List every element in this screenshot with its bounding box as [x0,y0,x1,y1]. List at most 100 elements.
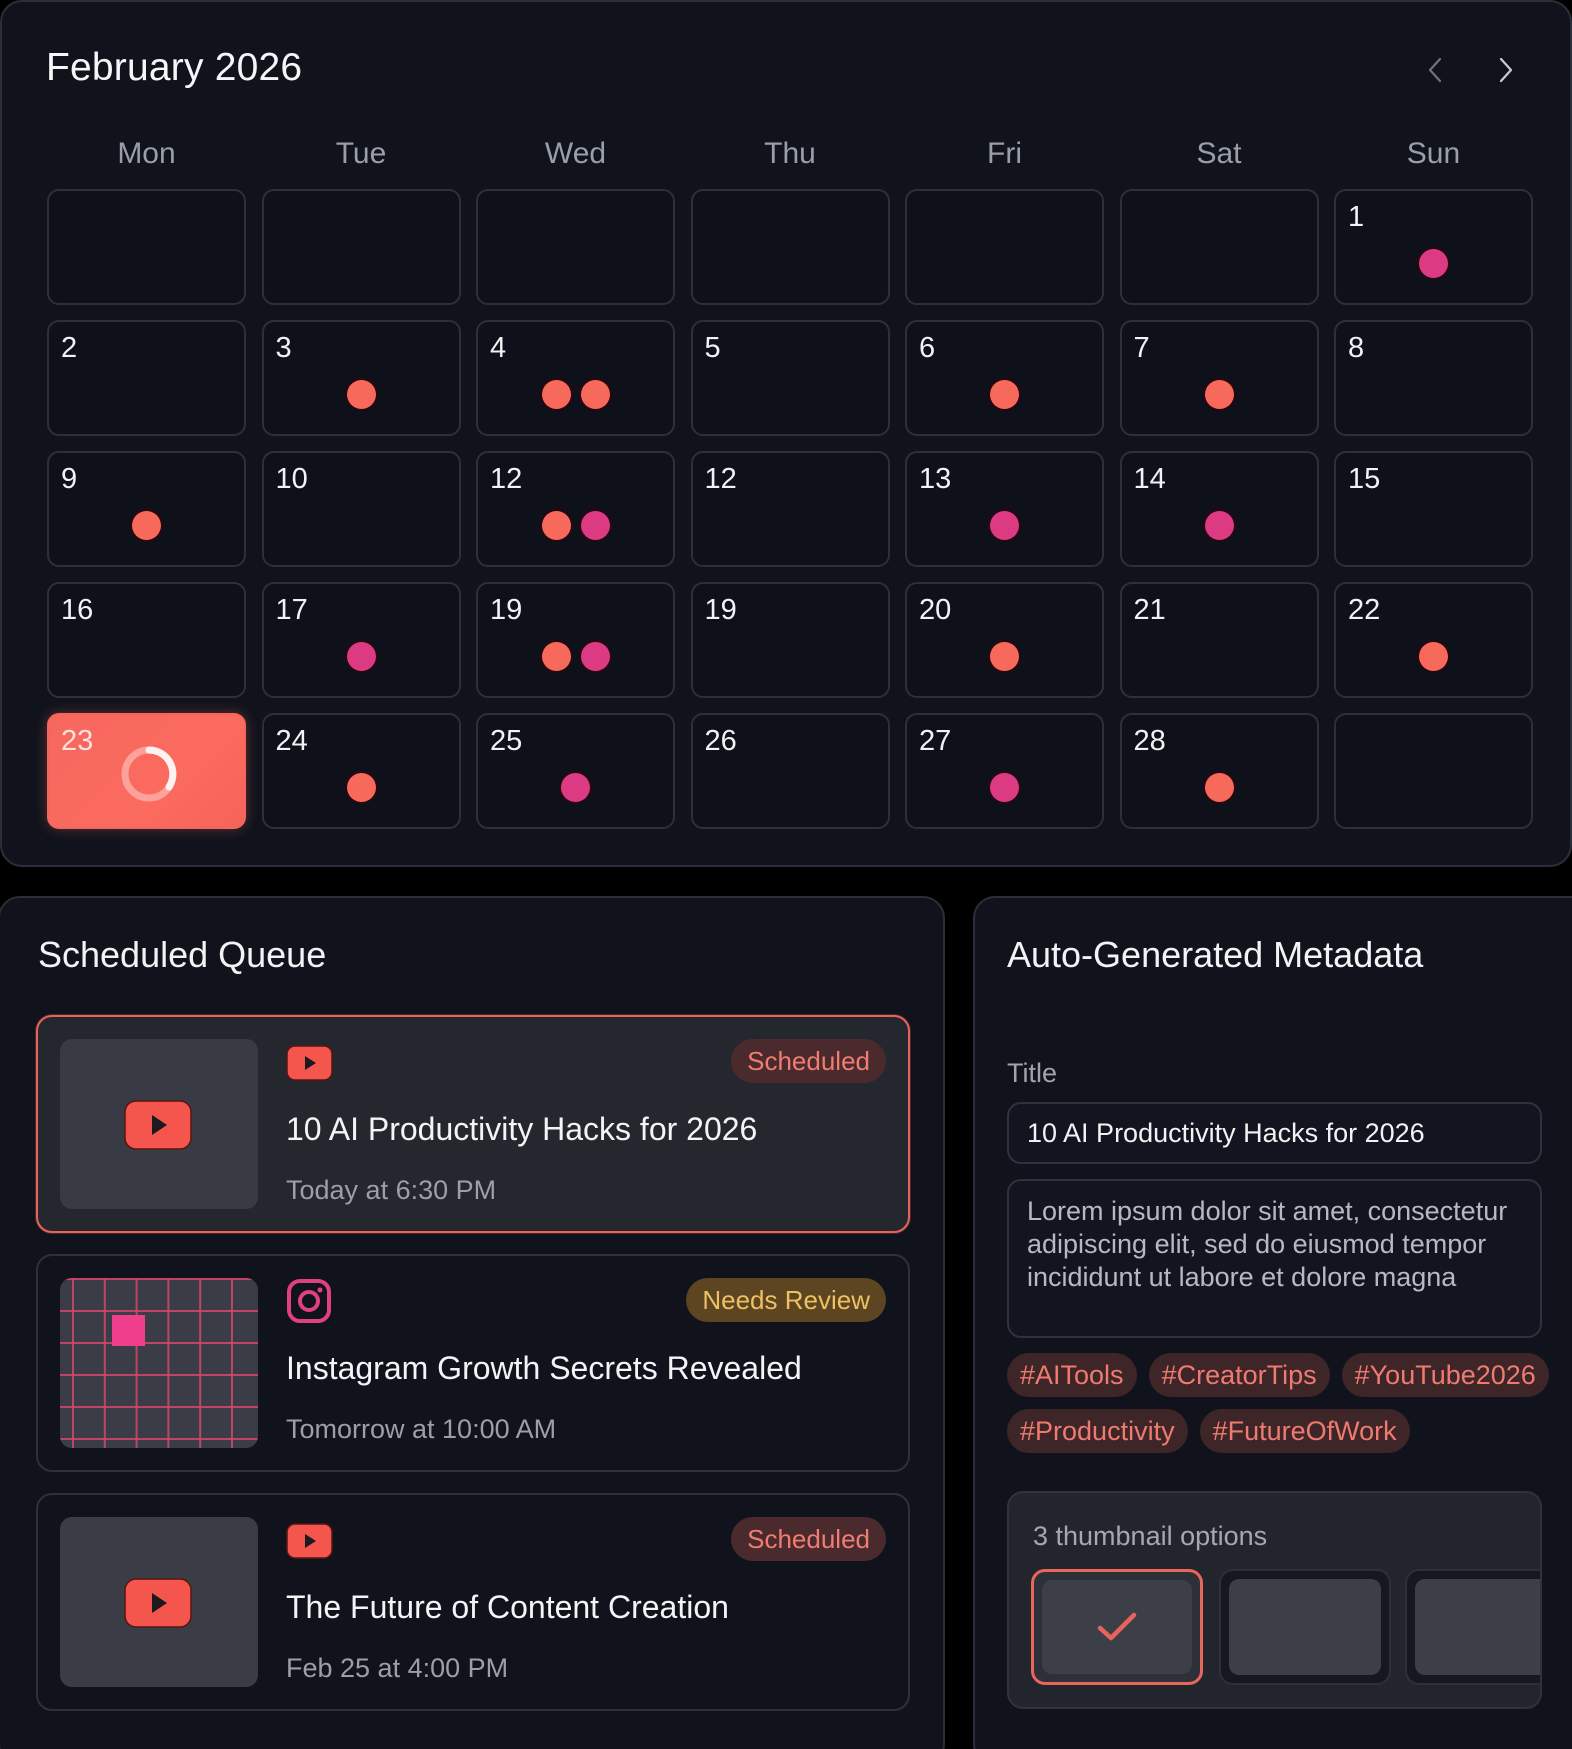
hashtag-chip[interactable]: #YouTube2026 [1341,1353,1549,1397]
event-dot-instagram [1419,249,1448,278]
calendar-day[interactable]: 2 [47,320,246,436]
calendar-day[interactable]: 24 [261,713,461,829]
event-indicators [1336,249,1531,278]
next-month-button[interactable] [1491,54,1521,86]
calendar-day[interactable]: 19 [690,582,890,698]
thumbnail-options-label: 3 thumbnail options [1033,1521,1268,1551]
calendar-panel: February 2026 Mon Tue Wed Thu Fri Sat Su… [0,0,1572,867]
thumbnail-option-selected[interactable] [1031,1569,1203,1685]
calendar-day[interactable]: 6 [905,320,1104,436]
description-textarea[interactable]: Lorem ipsum dolor sit amet, consectetur … [1007,1179,1542,1338]
calendar-day[interactable]: 13 [905,451,1104,567]
calendar-day[interactable]: 12 [476,451,675,567]
calendar-day-today[interactable]: 23 [47,713,246,829]
weekday-label: Mon [117,137,176,170]
queue-item-time: Tomorrow at 10:00 AM [286,1414,557,1444]
event-indicators [478,511,673,540]
day-number: 15 [1348,463,1381,495]
calendar-day[interactable]: 27 [905,713,1104,829]
event-indicators [907,380,1102,409]
calendar-day[interactable]: 3 [261,320,461,436]
event-dot-youtube [541,380,571,409]
event-indicators [264,773,459,802]
calendar-day[interactable]: 25 [476,713,675,829]
calendar-day[interactable]: 20 [905,582,1104,698]
highlighted-grid-cell [112,1315,145,1346]
day-number: 4 [490,332,507,364]
day-number: 12 [490,463,523,495]
hashtag-chip[interactable]: #CreatorTips [1148,1353,1330,1397]
calendar-day[interactable]: 7 [1119,320,1319,436]
thumbnail-option[interactable] [1219,1569,1391,1685]
metadata-title: Auto-Generated Metadata [1007,934,1424,975]
youtube-icon [286,1045,333,1081]
event-dot-youtube [990,380,1019,409]
event-dot-youtube [132,511,161,540]
calendar-day[interactable]: 28 [1119,713,1319,829]
calendar-day[interactable]: 5 [690,320,890,436]
day-number: 10 [275,463,308,495]
day-number: 19 [490,594,523,626]
weekday-header-row: Mon Tue Wed Thu Fri Sat Sun [47,134,1534,174]
day-number: 12 [704,463,737,495]
calendar-day-empty [905,189,1104,305]
status-badge: Needs Review [686,1278,886,1322]
calendar-day[interactable]: 19 [476,582,675,698]
day-number: 8 [1348,332,1365,364]
weekday-label: Wed [544,137,607,170]
day-number: 28 [1133,725,1166,757]
loading-spinner-icon [121,746,177,802]
day-number: 25 [490,725,523,757]
calendar-day[interactable]: 22 [1334,582,1533,698]
queue-item-title: 10 AI Productivity Hacks for 2026 [286,1111,758,1147]
day-number: 19 [704,594,737,626]
calendar-day[interactable]: 17 [261,582,461,698]
calendar-day[interactable]: 1 [1334,189,1533,305]
day-number: 9 [61,463,78,495]
calendar-month-title: February 2026 [46,46,303,89]
instagram-icon [287,1279,331,1323]
event-dot-instagram [1204,511,1234,540]
calendar-day[interactable]: 16 [47,582,246,698]
calendar-day[interactable]: 4 [476,320,675,436]
weekday-label: Thu [764,137,816,170]
day-number: 5 [704,332,721,364]
event-dot-youtube [541,511,571,540]
calendar-day[interactable]: 14 [1119,451,1319,567]
day-number: 3 [275,332,292,364]
queue-item-card[interactable]: Scheduled 10 AI Productivity Hacks for 20… [36,1015,910,1233]
calendar-day[interactable]: 8 [1334,320,1533,436]
thumbnail-options-box: 3 thumbnail options [1007,1491,1542,1709]
queue-item-card[interactable]: Needs Review Instagram Growth Secrets Rev… [36,1254,910,1472]
thumbnail-preview [1229,1579,1381,1675]
calendar-day[interactable]: 26 [690,713,890,829]
title-input[interactable] [1007,1102,1542,1164]
calendar-day[interactable]: 10 [261,451,461,567]
calendar-grid: 1 2 3 4 5 6 7 8 9 10 12 12 13 14 15 16 17 19 19 20 21 22 23 24 2… [47,189,1533,829]
calendar-day[interactable]: 9 [47,451,246,567]
weekday-label: Sat [1196,137,1242,170]
calendar-day-empty [261,189,461,305]
hashtag-chip[interactable]: #AITools [1007,1353,1137,1397]
day-number: 26 [704,725,737,757]
calendar-day[interactable]: 15 [1334,451,1533,567]
calendar-day[interactable]: 21 [1119,582,1319,698]
event-dot-instagram [990,773,1019,802]
day-number: 7 [1133,332,1150,364]
event-dot-youtube [1204,773,1234,802]
day-number: 23 [61,725,94,757]
previous-month-button[interactable] [1420,54,1450,86]
thumbnail-preview [1415,1579,1540,1675]
event-indicators [907,511,1102,540]
day-number: 17 [275,594,308,626]
weekday-label: Sun [1406,137,1461,170]
hashtag-chip[interactable]: #Productivity [1007,1409,1188,1453]
hashtag-chip[interactable]: #FutureOfWork [1199,1409,1410,1453]
thumbnail-option[interactable] [1405,1569,1540,1685]
weekday-label: Tue [335,137,387,170]
grid-pattern [60,1278,258,1448]
day-number: 22 [1348,594,1381,626]
queue-item-card[interactable]: Scheduled The Future of Content Creation F… [36,1493,910,1711]
calendar-day-empty [690,189,890,305]
calendar-day[interactable]: 12 [690,451,890,567]
